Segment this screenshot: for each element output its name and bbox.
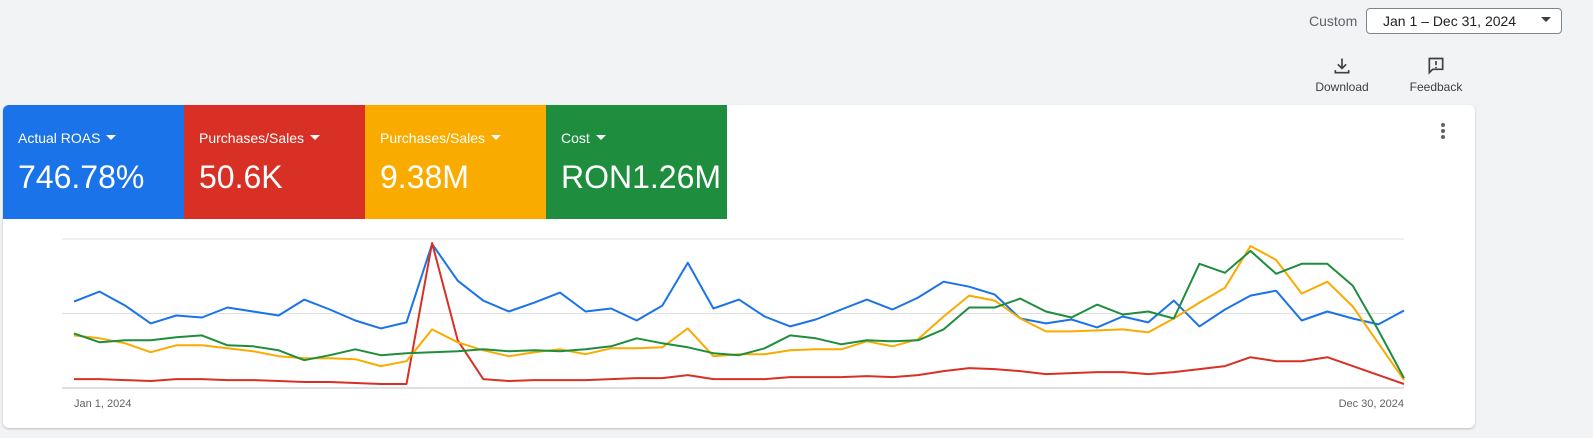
date-range-picker[interactable]: Jan 1 – Dec 31, 2024 [1366,8,1562,34]
dropdown-arrow [106,135,117,140]
metric-tile[interactable]: Cost RON1.26M [546,105,727,219]
metric-name: Cost [561,130,590,146]
metric-value: 9.38M [380,159,469,195]
more-menu[interactable] [1435,122,1451,142]
download-icon [1334,58,1350,74]
dropdown-arrow [491,135,502,140]
metric-value: 746.78% [18,159,145,195]
metric-name: Purchases/Sales [380,130,486,146]
metric-name: Actual ROAS [18,130,101,146]
feedback-button[interactable]: Feedback [1401,56,1471,94]
chart-card: Actual ROAS 746.78% Purchases/Sales 50.6K Pu… [3,105,1475,428]
metric-label: Actual ROAS [18,130,184,146]
dropdown-arrow [310,135,321,140]
metric-value: RON1.26M [561,159,722,195]
metric-tile[interactable]: Purchases/Sales 9.38M [365,105,546,219]
x-tick-label: Jan 1, 2024 [74,398,132,410]
feedback-label: Feedback [1409,80,1463,94]
date-range: Jan 1 – Dec 31, 2024 [1383,13,1517,29]
metric-tile[interactable]: Purchases/Sales 50.6K [184,105,365,219]
metric-label: Purchases/Sales [380,130,546,146]
series-line [73,249,1405,379]
dropdown-arrow [595,135,606,140]
dropdown-arrow [1541,17,1551,22]
series-line [73,243,1405,330]
download-label: Download [1315,80,1369,94]
feedback-icon [1428,57,1444,75]
metric-label: Cost [561,130,727,146]
range-label: Custom [1309,13,1358,29]
metric-value: 50.6K [199,159,283,195]
series-line [74,242,1405,385]
metric-name: Purchases/Sales [199,130,305,146]
metric-label: Purchases/Sales [199,130,365,146]
metric-tile[interactable]: Actual ROAS 746.78% [3,105,184,219]
x-tick-label: Dec 30, 2024 [1339,398,1404,410]
download-button[interactable]: Download [1307,56,1377,94]
